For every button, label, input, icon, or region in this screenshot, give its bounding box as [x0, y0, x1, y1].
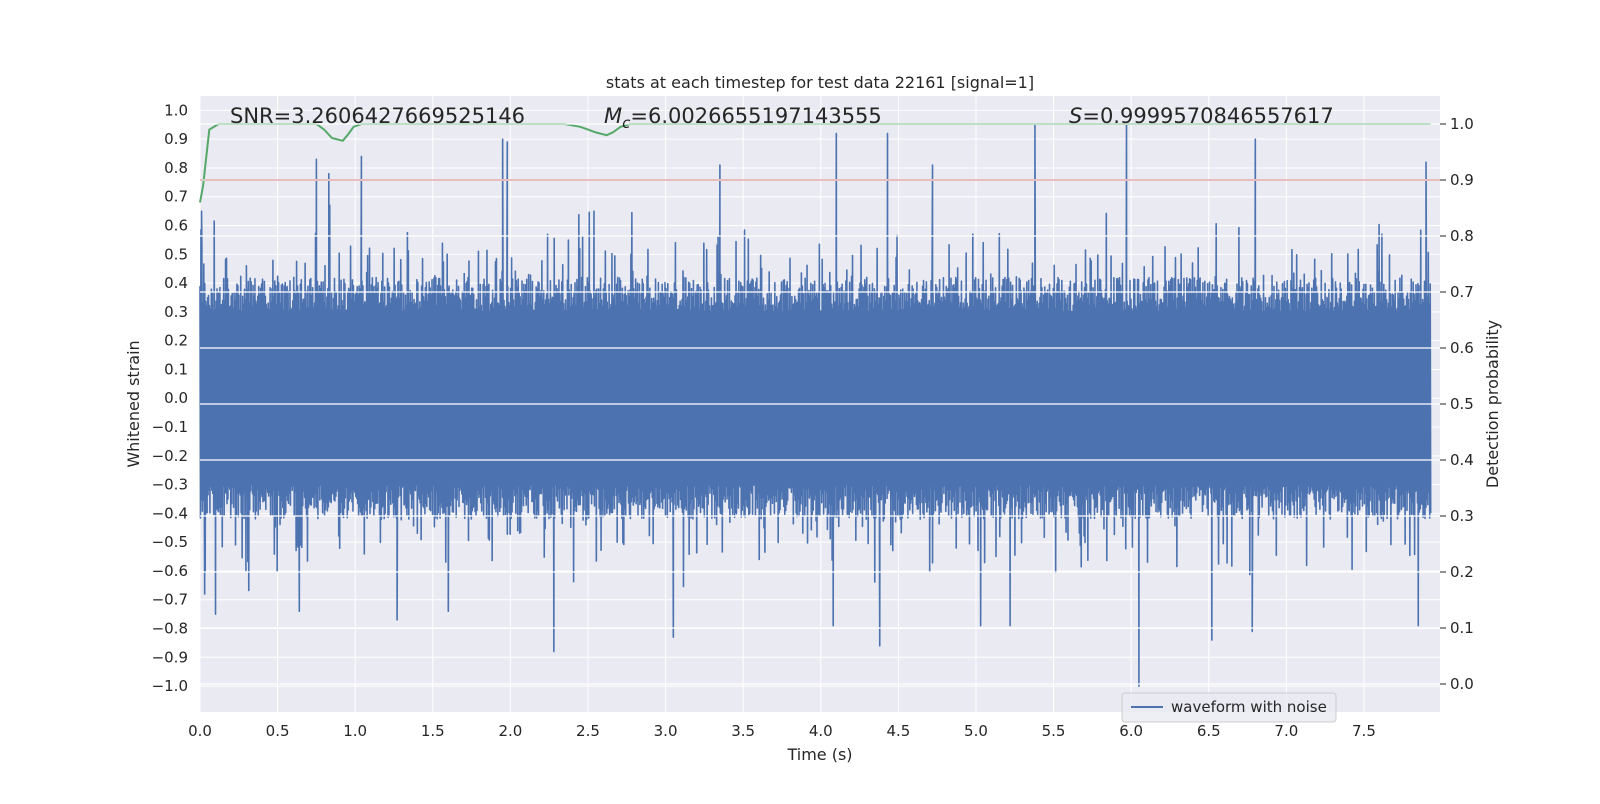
x-tick-label: 5.0: [964, 722, 988, 740]
y-tick-label-left: −1.0: [152, 677, 188, 695]
y-tick-label-left: −0.8: [152, 620, 188, 638]
y-tick-label-left: −0.5: [152, 533, 188, 551]
chart-title: stats at each timestep for test data 221…: [606, 73, 1034, 92]
x-tick-label: 7.5: [1352, 722, 1376, 740]
x-tick-label: 2.5: [576, 722, 600, 740]
y-tick-label-left: −0.3: [152, 476, 188, 494]
y-tick-label-left: 0.4: [164, 274, 188, 292]
legend-box: [1121, 692, 1337, 723]
y-tick-label-right: 0.2: [1450, 563, 1474, 581]
x-tick-label: 0.5: [266, 722, 290, 740]
y-tick-label-left: −0.1: [152, 418, 188, 436]
y-tick-label-right: 0.8: [1450, 227, 1474, 245]
y-tick-label-left: 0.8: [164, 159, 188, 177]
y-tick-label-right: 1.0: [1450, 115, 1474, 133]
y-tick-label-right: 0.3: [1450, 507, 1474, 525]
waveform-core-band: [200, 311, 1431, 485]
y-tick-label-left: 0.1: [164, 360, 188, 378]
y-tick-label-right: 0.6: [1450, 339, 1474, 357]
y-tick-label-left: 0.0: [164, 389, 188, 407]
x-tick-label: 1.0: [343, 722, 367, 740]
x-axis-label: Time (s): [786, 745, 852, 764]
legend: waveform with noise: [1121, 692, 1337, 723]
y-tick-label-right: 0.0: [1450, 675, 1474, 693]
left-tick-labels: 1.0 0.9 0.8 0.7 0.6 0.5 0.4 0.3 0.2 0.1 0.0 −0.1 −0.…: [152, 101, 188, 695]
right-tick-labels: 1.0 0.9 0.8 0.7 0.6 0.5 0.4 0.3 0.2 0.1 0.0: [1440, 115, 1474, 693]
y-tick-label-left: −0.9: [152, 648, 188, 666]
y-tick-label-left: 0.9: [164, 130, 188, 148]
x-tick-label: 2.0: [498, 722, 522, 740]
x-tick-label: 1.5: [421, 722, 445, 740]
x-tick-label: 4.5: [886, 722, 910, 740]
x-tick-label: 7.0: [1274, 722, 1298, 740]
y-tick-label-left: 0.3: [164, 303, 188, 321]
score-annotation: S=0.9999570846557617: [1069, 104, 1334, 128]
waveform-line: [199, 123, 1432, 687]
x-tick-label: 0.0: [188, 722, 212, 740]
y-tick-label-left: −0.2: [152, 447, 188, 465]
y-tick-label-right: 0.1: [1450, 619, 1474, 637]
score-value: =0.9999570846557617: [1082, 104, 1333, 128]
waveform-layer: [199, 123, 1432, 687]
x-tick-labels: 0.0 0.5 1.0 1.5 2.0 2.5 3.0 3.5 4.0 4.5 5.0 5.5 6.0 6…: [188, 722, 1376, 740]
y-tick-label-left: 0.5: [164, 245, 188, 263]
snr-annotation: SNR=3.2606427669525146: [230, 104, 525, 128]
chirp-mass-annotation: Mc=6.0026655197143555: [604, 104, 882, 132]
chirp-mass-value: =6.0026655197143555: [630, 104, 881, 128]
legend-label: waveform with noise: [1171, 698, 1327, 716]
y-axis-label-right: Detection probability: [1483, 320, 1502, 488]
x-tick-label: 3.5: [731, 722, 755, 740]
chirp-mass-symbol: M: [604, 104, 622, 128]
y-tick-label-right: 0.4: [1450, 451, 1474, 469]
y-tick-label-left: 0.2: [164, 332, 188, 350]
y-tick-label-left: −0.7: [152, 591, 188, 609]
y-tick-label-right: 0.9: [1450, 171, 1474, 189]
x-tick-label: 6.0: [1119, 722, 1143, 740]
score-symbol: S: [1069, 104, 1082, 128]
y-tick-label-left: 1.0: [164, 101, 188, 119]
grid-overlay: [200, 123, 1440, 685]
chirp-mass-subscript: c: [622, 114, 631, 132]
y-tick-label-left: −0.6: [152, 562, 188, 580]
y-axis-label-left: Whitened strain: [124, 340, 143, 467]
y-tick-label-right: 0.5: [1450, 395, 1474, 413]
y-tick-label-left: 0.6: [164, 217, 188, 235]
x-tick-label: 6.5: [1197, 722, 1221, 740]
x-tick-label: 5.5: [1042, 722, 1066, 740]
y-tick-label-left: −0.4: [152, 504, 188, 522]
x-tick-label: 3.0: [654, 722, 678, 740]
y-tick-label-left: 0.7: [164, 188, 188, 206]
y-tick-label-right: 0.7: [1450, 283, 1474, 301]
x-tick-label: 4.0: [809, 722, 833, 740]
